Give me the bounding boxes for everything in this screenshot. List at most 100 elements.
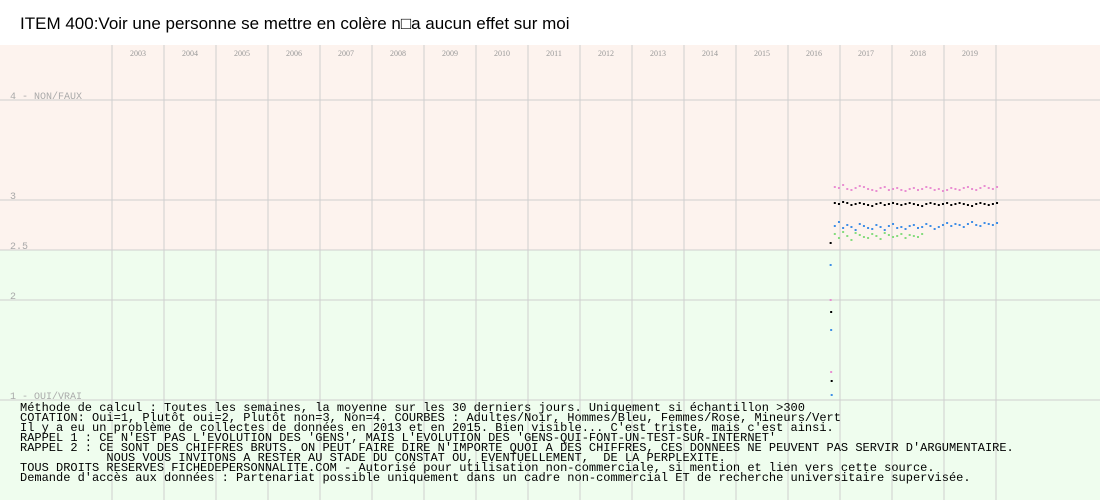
y-tick-label: 1 - OUI/VRAI (10, 391, 82, 403)
point (850, 226, 853, 228)
point (837, 203, 840, 205)
point (908, 188, 911, 190)
point (929, 202, 932, 204)
point (854, 203, 857, 205)
point (991, 188, 994, 190)
point (867, 237, 870, 239)
point (883, 204, 886, 206)
x-tick-label: 2004 (182, 49, 198, 58)
x-tick-label: 2014 (702, 49, 718, 58)
point (892, 202, 895, 204)
point (937, 188, 940, 190)
point (950, 204, 953, 206)
note-line: RAPPEL 2 : CE SONT DES CHIFFRES BRUTS. O… (20, 441, 1014, 455)
point (896, 235, 899, 237)
point (987, 223, 990, 225)
point (850, 189, 853, 191)
x-tick-label: 2005 (234, 49, 250, 58)
x-tick-label: 2016 (806, 49, 822, 58)
lower-zone (0, 250, 1100, 500)
point (954, 223, 957, 225)
point (896, 203, 899, 205)
point (887, 234, 890, 236)
point (917, 227, 919, 229)
point (871, 228, 874, 230)
point (975, 203, 978, 205)
x-tick-label: 2006 (286, 49, 302, 58)
y-tick-label: 2 (10, 292, 16, 303)
point (896, 187, 899, 189)
x-tick-label: 2003 (130, 49, 146, 58)
point (830, 311, 833, 313)
point (867, 204, 870, 206)
point (896, 227, 899, 229)
point (925, 223, 928, 225)
point (837, 237, 840, 239)
point (830, 371, 833, 373)
point (904, 190, 907, 192)
point (917, 236, 919, 238)
y-tick-label: 2.5 (10, 242, 28, 253)
point (871, 189, 874, 191)
point (854, 229, 857, 231)
point (887, 189, 890, 191)
point (887, 203, 890, 205)
point (946, 222, 949, 224)
point (887, 225, 890, 227)
point (830, 380, 833, 382)
point (842, 227, 845, 229)
point (908, 225, 911, 227)
note-line: TOUS DROITS RESERVES FICHEDEPERSONNALITE… (20, 461, 935, 475)
point (983, 222, 986, 224)
point (937, 204, 940, 206)
point (858, 202, 861, 204)
point (858, 185, 861, 187)
upper-zone (0, 45, 1100, 250)
point (958, 224, 961, 226)
point (837, 187, 840, 189)
point (842, 231, 845, 233)
point (833, 233, 836, 235)
point (979, 202, 982, 204)
point (830, 329, 833, 331)
x-tick-label: 2015 (754, 49, 770, 58)
point (850, 204, 853, 206)
point (979, 187, 982, 189)
note-line: COTATION: Oui=1, Plutôt oui=2, Plutôt no… (20, 411, 841, 425)
point (921, 205, 924, 207)
point (954, 203, 957, 205)
point (850, 239, 853, 241)
point (833, 186, 836, 188)
point (983, 203, 986, 205)
point (971, 205, 974, 207)
point (854, 187, 857, 189)
point (833, 202, 836, 204)
note-line: Il y a eu un problème de collectes de do… (20, 421, 834, 435)
point (921, 233, 924, 235)
point (996, 222, 999, 224)
point (937, 226, 940, 228)
x-tick-label: 2018 (910, 49, 926, 58)
point (971, 221, 974, 223)
point (842, 184, 845, 186)
chart-title: ITEM 400:Voir une personne se mettre en … (20, 14, 570, 33)
y-tick-label: 4 - NON/FAUX (10, 91, 82, 103)
point (979, 225, 982, 227)
point (991, 224, 994, 226)
point (842, 201, 845, 203)
point (846, 202, 849, 204)
point (912, 235, 915, 237)
point (892, 236, 895, 238)
point (925, 203, 928, 205)
point (829, 242, 832, 244)
point (958, 202, 961, 204)
x-tick-label: 2007 (338, 49, 354, 58)
point (862, 186, 865, 188)
point (879, 187, 882, 189)
x-tick-label: 2012 (598, 49, 614, 58)
point (996, 202, 999, 204)
point (846, 224, 849, 226)
point (858, 223, 861, 225)
point (921, 188, 924, 190)
point (912, 187, 915, 189)
